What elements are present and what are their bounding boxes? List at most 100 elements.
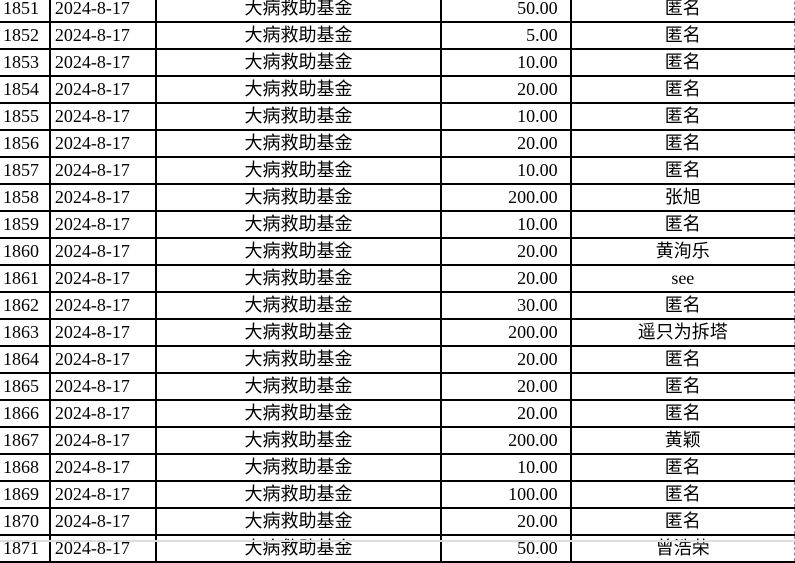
date-cell[interactable]: 2024-8-17 [49, 157, 157, 185]
date-cell[interactable]: 2024-8-17 [49, 319, 157, 347]
fund-cell[interactable]: 大病救助基金 [155, 103, 443, 131]
donor-name-cell[interactable]: 匿名 [570, 130, 795, 158]
date-cell[interactable]: 2024-8-17 [49, 211, 157, 239]
date-cell[interactable]: 2024-8-17 [49, 481, 157, 509]
donor-name-cell[interactable]: 匿名 [570, 49, 795, 77]
donor-name-cell[interactable]: 匿名 [570, 76, 795, 104]
fund-cell[interactable]: 大病救助基金 [155, 76, 443, 104]
fund-cell[interactable]: 大病救助基金 [155, 292, 443, 320]
id-cell[interactable]: 1865 [0, 373, 51, 401]
amount-cell[interactable]: 20.00 [441, 346, 572, 374]
date-cell[interactable]: 2024-8-17 [49, 130, 157, 158]
amount-cell[interactable]: 20.00 [441, 265, 572, 293]
amount-cell[interactable]: 20.00 [441, 76, 572, 104]
amount-cell[interactable]: 50.00 [441, 0, 572, 23]
id-cell[interactable]: 1859 [0, 211, 51, 239]
id-cell[interactable]: 1861 [0, 265, 51, 293]
fund-cell[interactable]: 大病救助基金 [155, 373, 443, 401]
id-cell[interactable]: 1855 [0, 103, 51, 131]
amount-cell[interactable]: 20.00 [441, 508, 572, 536]
fund-cell[interactable]: 大病救助基金 [155, 130, 443, 158]
id-cell[interactable]: 1858 [0, 184, 51, 212]
amount-cell[interactable]: 100.00 [441, 481, 572, 509]
fund-cell[interactable]: 大病救助基金 [155, 49, 443, 77]
amount-cell[interactable]: 200.00 [441, 184, 572, 212]
amount-cell[interactable]: 10.00 [441, 454, 572, 482]
id-cell[interactable]: 1857 [0, 157, 51, 185]
id-cell[interactable]: 1867 [0, 427, 51, 455]
amount-cell[interactable]: 200.00 [441, 427, 572, 455]
amount-cell[interactable]: 5.00 [441, 22, 572, 50]
date-cell[interactable]: 2024-8-17 [49, 454, 157, 482]
fund-cell[interactable]: 大病救助基金 [155, 265, 443, 293]
id-cell[interactable]: 1866 [0, 400, 51, 428]
amount-cell[interactable]: 20.00 [441, 400, 572, 428]
date-cell[interactable]: 2024-8-17 [49, 0, 157, 23]
date-cell[interactable]: 2024-8-17 [49, 373, 157, 401]
id-cell[interactable]: 1862 [0, 292, 51, 320]
date-cell[interactable]: 2024-8-17 [49, 22, 157, 50]
donor-name-cell[interactable]: 匿名 [570, 508, 795, 536]
fund-cell[interactable]: 大病救助基金 [155, 481, 443, 509]
donor-name-cell[interactable]: 匿名 [570, 211, 795, 239]
date-cell[interactable]: 2024-8-17 [49, 508, 157, 536]
amount-cell[interactable]: 200.00 [441, 319, 572, 347]
amount-cell[interactable]: 10.00 [441, 49, 572, 77]
donor-name-cell[interactable]: 黄颖 [570, 427, 795, 455]
date-cell[interactable]: 2024-8-17 [49, 103, 157, 131]
amount-cell[interactable]: 20.00 [441, 373, 572, 401]
id-cell[interactable]: 1863 [0, 319, 51, 347]
date-cell[interactable]: 2024-8-17 [49, 346, 157, 374]
donor-name-cell[interactable]: 匿名 [570, 292, 795, 320]
date-cell[interactable]: 2024-8-17 [49, 184, 157, 212]
donor-name-cell[interactable]: see [570, 265, 795, 293]
fund-cell[interactable]: 大病救助基金 [155, 0, 443, 23]
fund-cell[interactable]: 大病救助基金 [155, 238, 443, 266]
id-cell[interactable]: 1860 [0, 238, 51, 266]
amount-cell[interactable]: 20.00 [441, 238, 572, 266]
donor-name-cell[interactable]: 匿名 [570, 454, 795, 482]
id-cell[interactable]: 1869 [0, 481, 51, 509]
fund-cell[interactable]: 大病救助基金 [155, 454, 443, 482]
donor-name-cell[interactable]: 匿名 [570, 0, 795, 23]
id-cell[interactable]: 1852 [0, 22, 51, 50]
fund-cell[interactable]: 大病救助基金 [155, 157, 443, 185]
id-cell[interactable]: 1851 [0, 0, 51, 23]
donor-name-cell[interactable]: 黄洵乐 [570, 238, 795, 266]
amount-cell[interactable]: 10.00 [441, 211, 572, 239]
amount-cell[interactable]: 10.00 [441, 103, 572, 131]
id-cell[interactable]: 1853 [0, 49, 51, 77]
donor-name-cell[interactable]: 匿名 [570, 481, 795, 509]
donor-name-cell[interactable]: 匿名 [570, 22, 795, 50]
id-cell[interactable]: 1864 [0, 346, 51, 374]
date-cell[interactable]: 2024-8-17 [49, 76, 157, 104]
amount-cell[interactable]: 20.00 [441, 130, 572, 158]
fund-cell[interactable]: 大病救助基金 [155, 319, 443, 347]
amount-cell[interactable]: 10.00 [441, 157, 572, 185]
date-cell[interactable]: 2024-8-17 [49, 427, 157, 455]
date-cell[interactable]: 2024-8-17 [49, 49, 157, 77]
donor-name-cell[interactable]: 匿名 [570, 346, 795, 374]
id-cell[interactable]: 1856 [0, 130, 51, 158]
id-cell[interactable]: 1870 [0, 508, 51, 536]
fund-cell[interactable]: 大病救助基金 [155, 346, 443, 374]
fund-cell[interactable]: 大病救助基金 [155, 22, 443, 50]
date-cell[interactable]: 2024-8-17 [49, 265, 157, 293]
donor-name-cell[interactable]: 匿名 [570, 157, 795, 185]
fund-cell[interactable]: 大病救助基金 [155, 427, 443, 455]
donor-name-cell[interactable]: 遥只为拆塔 [570, 319, 795, 347]
fund-cell[interactable]: 大病救助基金 [155, 211, 443, 239]
id-cell[interactable]: 1854 [0, 76, 51, 104]
amount-cell[interactable]: 30.00 [441, 292, 572, 320]
date-cell[interactable]: 2024-8-17 [49, 292, 157, 320]
id-cell[interactable]: 1868 [0, 454, 51, 482]
donor-name-cell[interactable]: 匿名 [570, 400, 795, 428]
fund-cell[interactable]: 大病救助基金 [155, 184, 443, 212]
fund-cell[interactable]: 大病救助基金 [155, 508, 443, 536]
fund-cell[interactable]: 大病救助基金 [155, 400, 443, 428]
donor-name-cell[interactable]: 张旭 [570, 184, 795, 212]
date-cell[interactable]: 2024-8-17 [49, 238, 157, 266]
donor-name-cell[interactable]: 匿名 [570, 373, 795, 401]
date-cell[interactable]: 2024-8-17 [49, 400, 157, 428]
donor-name-cell[interactable]: 匿名 [570, 103, 795, 131]
